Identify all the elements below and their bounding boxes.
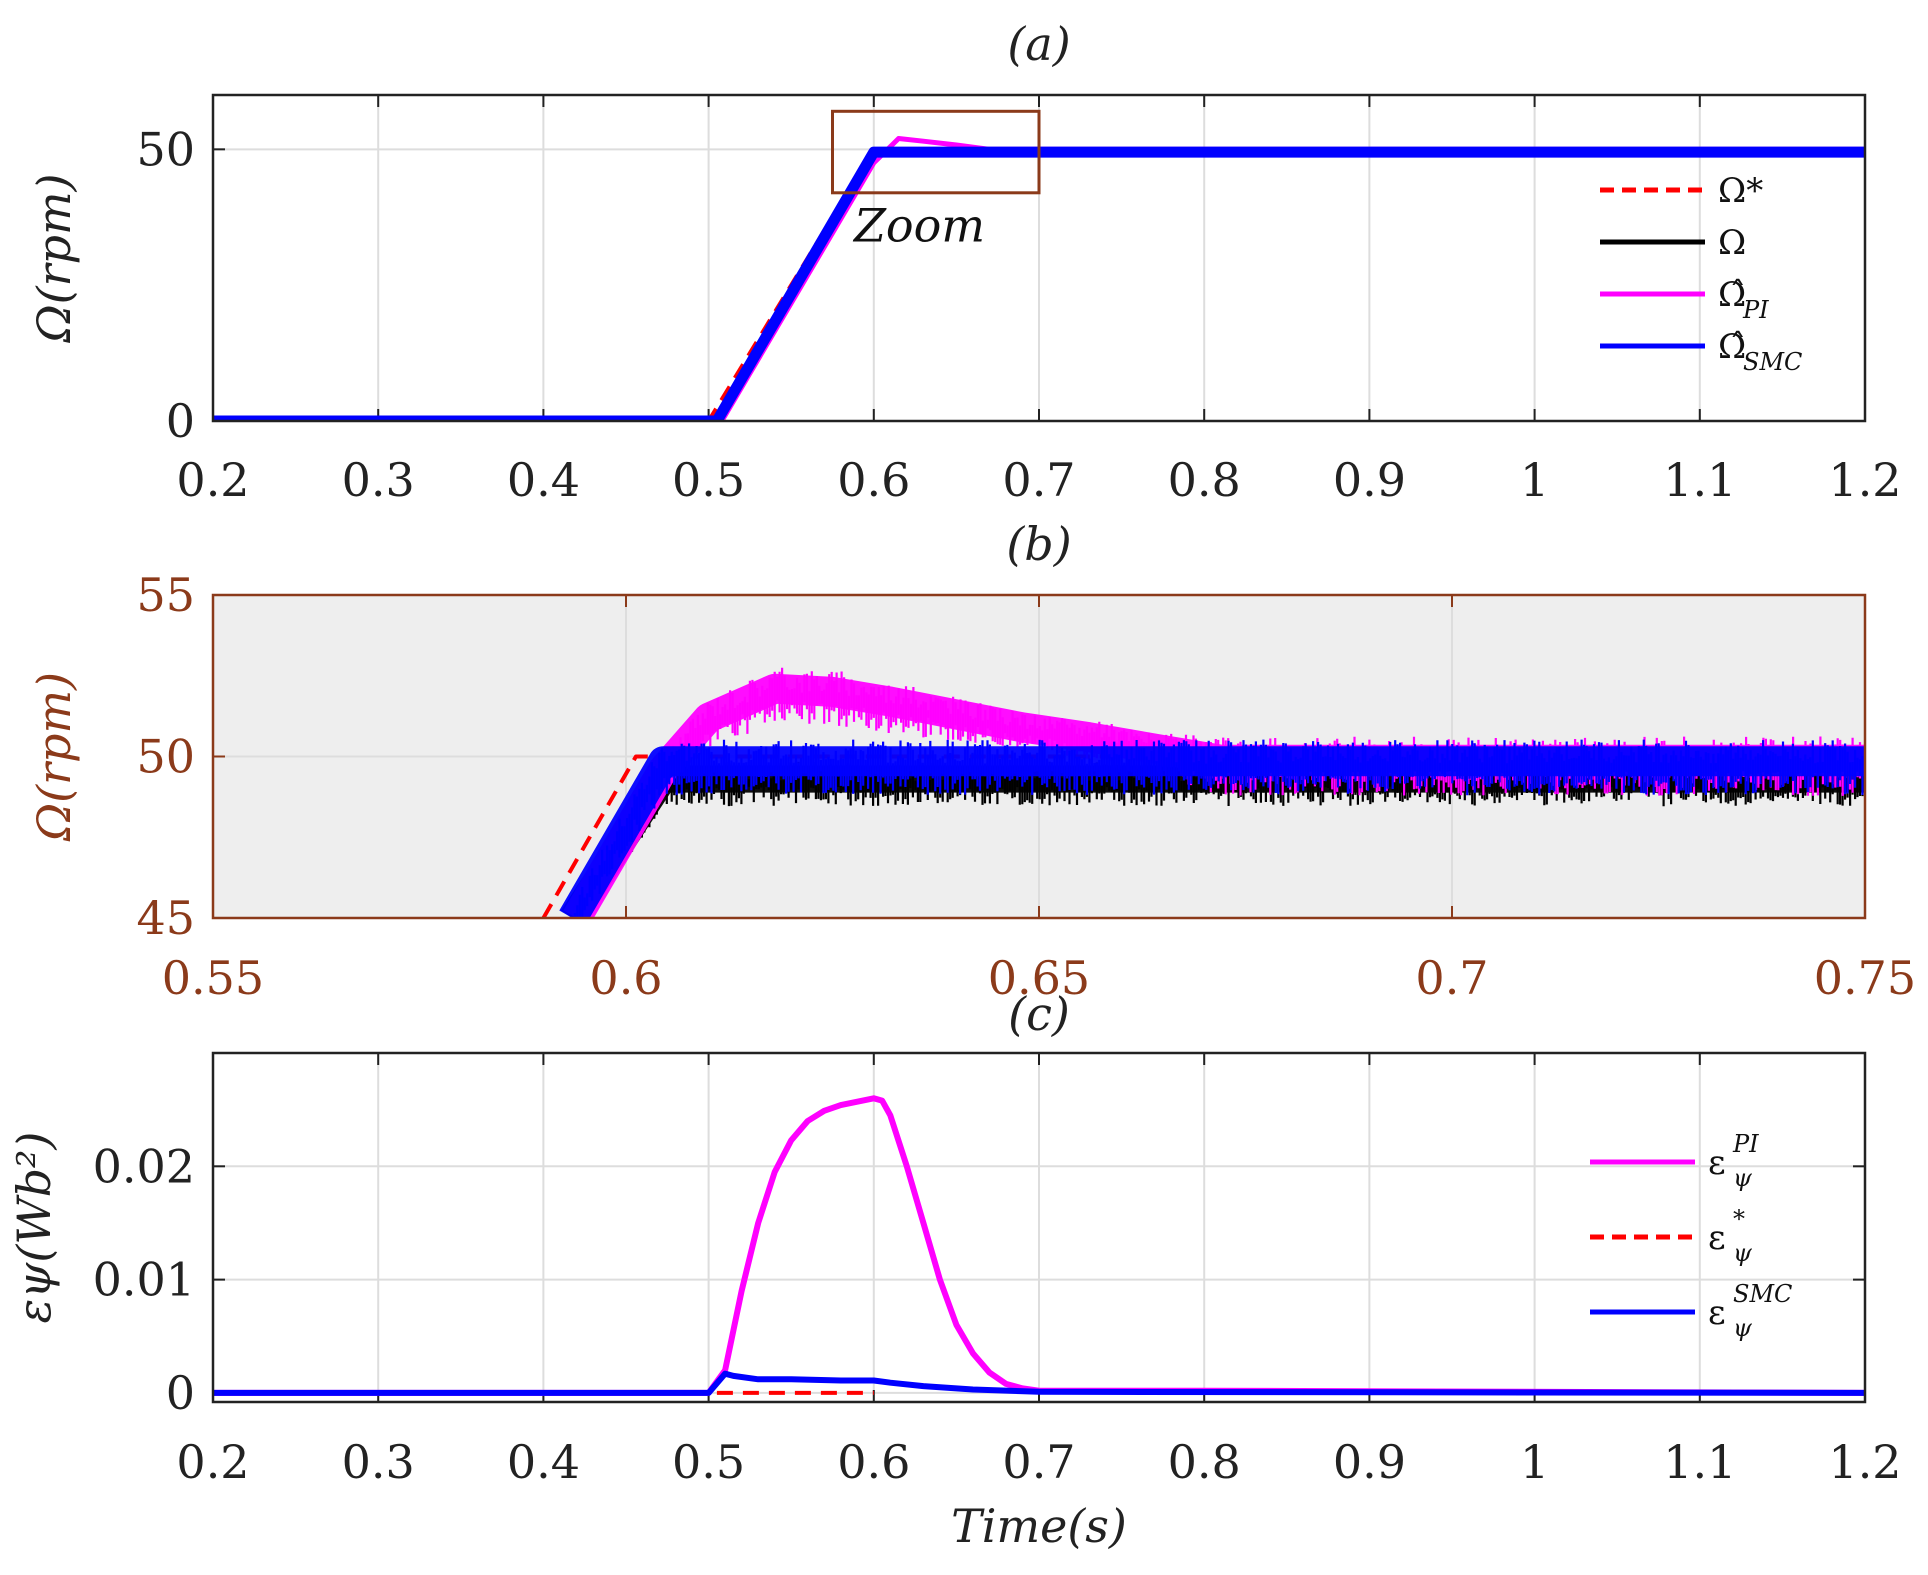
chart-c: 0.2 0.3 0.4 0.5 0.6 0.7 0.8 0.9 1 1.1 1.2 0 0.01 0.02… [7, 987, 1902, 1553]
x-tick-label: 0.6 [589, 951, 662, 1005]
zoom-box [831, 109, 1041, 195]
y-tick-label: 50 [136, 730, 195, 784]
x-tick-label: 1 [1520, 1435, 1549, 1489]
x-tick-label: 0.7 [1002, 1435, 1075, 1489]
legend-label-sub: ψ [1733, 1164, 1753, 1192]
y-tick-label: 55 [136, 568, 195, 622]
x-tick-label: 0.7 [1415, 951, 1488, 1005]
legend-label: ε [1708, 1293, 1726, 1333]
axes-frame [211, 1051, 1867, 1404]
x-tick-label: 0.55 [162, 951, 264, 1005]
series-line-ref [541, 754, 1865, 918]
legend-label-sup: PI [1732, 1130, 1759, 1158]
chart-a: 0.2 0.3 0.4 0.5 0.6 0.7 0.8 0.9 1 1.1 1.2 0 50 Zoom (a… [27, 17, 1902, 507]
x-tick-label: 0.3 [342, 453, 415, 507]
legend-label-sub: ψ [1733, 1314, 1753, 1342]
x-tick-label: 0.7 [1002, 453, 1075, 507]
axes-frame [211, 593, 1867, 920]
x-tick-label: 0.6 [837, 1435, 910, 1489]
axes-frame [211, 93, 1867, 423]
x-tick-label: 0.75 [1814, 951, 1916, 1005]
y-tick-label: 0 [166, 394, 195, 448]
legend-label: Ω* [1718, 171, 1763, 211]
series-line-pi [213, 1095, 1865, 1396]
y-tick-label: 45 [136, 891, 195, 945]
x-axis-label: Time(s) [951, 1499, 1127, 1553]
zoom-annotation: Zoom [852, 199, 985, 253]
x-tick-label: 0.2 [176, 453, 249, 507]
x-tick-label: 0.65 [988, 951, 1090, 1005]
chart-title: (b) [1006, 517, 1071, 571]
x-tick-label: 0.8 [1168, 1435, 1241, 1489]
y-tick-label: 0.02 [93, 1139, 195, 1193]
series-group [213, 136, 1865, 421]
series-line-smc [213, 146, 1865, 421]
x-tick-label: 1.2 [1828, 1435, 1901, 1489]
x-tick-label: 0.9 [1333, 453, 1406, 507]
x-tick-label: 0.2 [176, 1435, 249, 1489]
x-tick-label: 1.1 [1663, 453, 1736, 507]
legend-label-sub: PI [1742, 296, 1769, 324]
x-tick-label: 0.6 [837, 453, 910, 507]
x-tick-label: 0.9 [1333, 1435, 1406, 1489]
legend-label: ε [1708, 1143, 1726, 1183]
x-tick-label: 0.5 [672, 453, 745, 507]
y-axis-label: Ω(rpm) [27, 173, 81, 343]
x-tick-label: 1.1 [1663, 1435, 1736, 1489]
series-noise-smc [573, 739, 1864, 918]
legend-label-sup: * [1733, 1205, 1745, 1233]
chart-b: 0.55 0.6 0.65 0.7 0.75 45 50 55 (b) Ω(rpm) [27, 517, 1916, 1005]
y-tick-label: 0.01 [93, 1253, 195, 1307]
x-tick-label: 1.2 [1828, 453, 1901, 507]
x-tick-label: 0.3 [342, 1435, 415, 1489]
y-axis-label: Ω(rpm) [27, 672, 81, 842]
series-line-smc [213, 1370, 1865, 1396]
chart-title: (c) [1008, 987, 1070, 1041]
legend-label-sup: SMC [1733, 1280, 1792, 1308]
legend-label-sub: ψ [1733, 1239, 1753, 1267]
x-tick-label: 1 [1520, 453, 1549, 507]
x-tick-label: 0.4 [507, 1435, 580, 1489]
x-tick-label: 0.5 [672, 1435, 745, 1489]
legend-label: Ω [1718, 223, 1746, 263]
series-group [541, 667, 1865, 918]
y-tick-label: 0 [166, 1366, 195, 1420]
y-tick-label: 50 [136, 122, 195, 176]
x-tick-label: 0.4 [507, 453, 580, 507]
legend-label: Ω̂ [1718, 275, 1746, 315]
y-axis-label: εψ(Wb²) [7, 1132, 61, 1324]
chart-title: (a) [1007, 17, 1070, 71]
series-group [213, 1095, 1865, 1396]
legend-label: ε [1708, 1218, 1726, 1258]
legend-label: Ω̂ [1718, 327, 1746, 367]
legend-label-sub: SMC [1743, 348, 1802, 376]
x-tick-label: 0.8 [1168, 453, 1241, 507]
